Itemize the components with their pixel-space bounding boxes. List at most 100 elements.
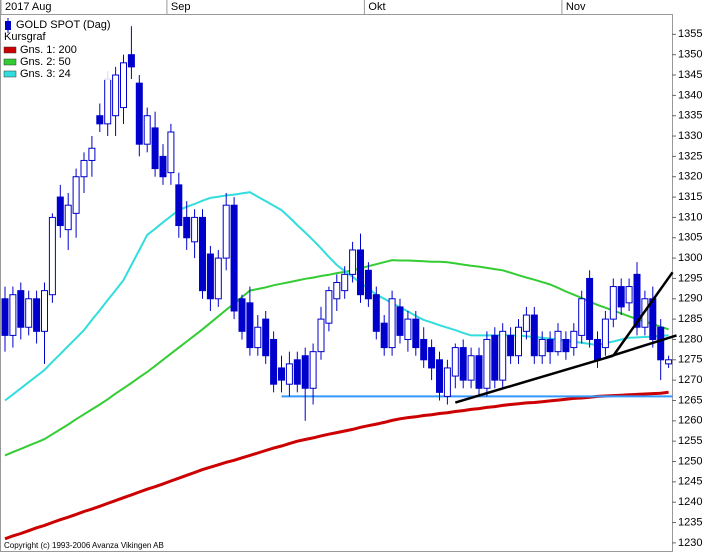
- legend-box: [2, 18, 112, 80]
- legend-label: Gns. 3: 24: [20, 68, 71, 80]
- candle-body: [499, 330, 507, 381]
- footer: Copyright (c) 1993-2006 Avanza Vikingen …: [4, 541, 164, 550]
- candle-body: [396, 306, 404, 336]
- y-tick-label: 1245: [678, 476, 702, 488]
- candle-body: [143, 115, 151, 145]
- candle-body: [325, 290, 333, 324]
- candle-body: [135, 82, 143, 145]
- candle-body: [530, 314, 538, 357]
- legend-swatch: [3, 58, 17, 66]
- candle-body: [491, 334, 499, 381]
- y-tick-label: 1345: [678, 69, 702, 81]
- candle-body: [17, 290, 25, 328]
- y-tick-label: 1275: [678, 354, 702, 366]
- candle-body: [1, 298, 9, 336]
- candle-body: [459, 347, 467, 381]
- y-tick-label: 1290: [678, 293, 702, 305]
- candle-body: [64, 204, 72, 231]
- y-tick-label: 1255: [678, 435, 702, 447]
- y-tick-label: 1265: [678, 394, 702, 406]
- y-tick-label: 1250: [678, 455, 702, 467]
- candle-body: [317, 318, 325, 353]
- candle-body: [372, 294, 380, 332]
- x-tick-label: 2017 Aug: [5, 1, 52, 13]
- x-tick-label: Sep: [171, 1, 191, 13]
- y-tick-label: 1315: [678, 191, 702, 203]
- candle-body: [522, 314, 530, 332]
- candle-body: [341, 273, 349, 292]
- y-tick-label: 1310: [678, 211, 702, 223]
- trend-line: [605, 334, 677, 359]
- y-tick-label: 1330: [678, 130, 702, 142]
- legend-candle-label: Kursgraf: [4, 31, 47, 43]
- candle-body: [175, 184, 183, 227]
- y-tick-label: 1260: [678, 415, 702, 427]
- candle-body: [420, 338, 428, 361]
- candle-body: [112, 74, 120, 117]
- candle-body: [443, 367, 451, 397]
- y-tick-label: 1230: [678, 537, 702, 549]
- legend-label: Gns. 2: 50: [20, 56, 71, 68]
- y-tick-label: 1305: [678, 232, 702, 244]
- y-tick-label: 1340: [678, 89, 702, 101]
- candle-body: [475, 355, 483, 389]
- candle-body: [293, 359, 301, 385]
- y-tick-label: 1280: [678, 333, 702, 345]
- candle-body: [625, 286, 633, 304]
- y-tick-label: 1325: [678, 150, 702, 162]
- y-tick-label: 1355: [678, 28, 702, 40]
- legend-swatch: [3, 70, 17, 78]
- candle-body: [617, 286, 625, 308]
- candle-body: [96, 115, 104, 125]
- candle-body: [546, 338, 554, 353]
- x-tick-label: Okt: [368, 1, 385, 13]
- candle-body: [436, 359, 443, 393]
- candle-body: [48, 216, 56, 296]
- candle-body: [72, 176, 80, 214]
- moving-average-line: [4, 259, 669, 457]
- y-tick-label: 1235: [678, 516, 702, 528]
- candle-body: [562, 338, 570, 353]
- candle-body: [41, 290, 48, 332]
- candle-body: [380, 322, 388, 349]
- candle-body: [238, 298, 246, 332]
- candle-body: [665, 359, 673, 365]
- y-tick-label: 1350: [678, 49, 702, 61]
- candle-body: [151, 127, 159, 170]
- candle-body: [262, 318, 270, 357]
- candle-body: [309, 351, 317, 389]
- y-tick-label: 1295: [678, 272, 702, 284]
- candle-body: [364, 269, 372, 300]
- candle-body: [222, 204, 230, 259]
- candle-body: [467, 355, 475, 381]
- candle-body: [357, 249, 364, 296]
- candle-body: [80, 159, 88, 178]
- candle-body: [214, 257, 222, 300]
- candle-body: [451, 347, 459, 377]
- candle-body: [9, 294, 17, 336]
- candle-body: [483, 338, 491, 389]
- legend-label: Gns. 1: 200: [20, 44, 77, 56]
- moving-average-line: [4, 390, 669, 541]
- candle-body: [183, 216, 191, 239]
- candle-body: [428, 347, 436, 369]
- y-tick-label: 1240: [678, 496, 702, 508]
- candle-body: [199, 216, 206, 292]
- candle-body: [120, 62, 127, 109]
- candle-body: [412, 318, 420, 349]
- candle-body: [191, 216, 199, 243]
- y-tick-label: 1300: [678, 252, 702, 264]
- y-tick-label: 1270: [678, 374, 702, 386]
- y-tick-label: 1335: [678, 110, 702, 122]
- candle-body: [25, 298, 33, 328]
- candle-body: [127, 54, 135, 68]
- candle-body: [254, 326, 262, 349]
- candle-body: [56, 196, 64, 227]
- candle-body: [554, 330, 562, 353]
- candle-body: [538, 338, 546, 357]
- candle-body: [515, 326, 522, 357]
- candle-body: [578, 298, 586, 336]
